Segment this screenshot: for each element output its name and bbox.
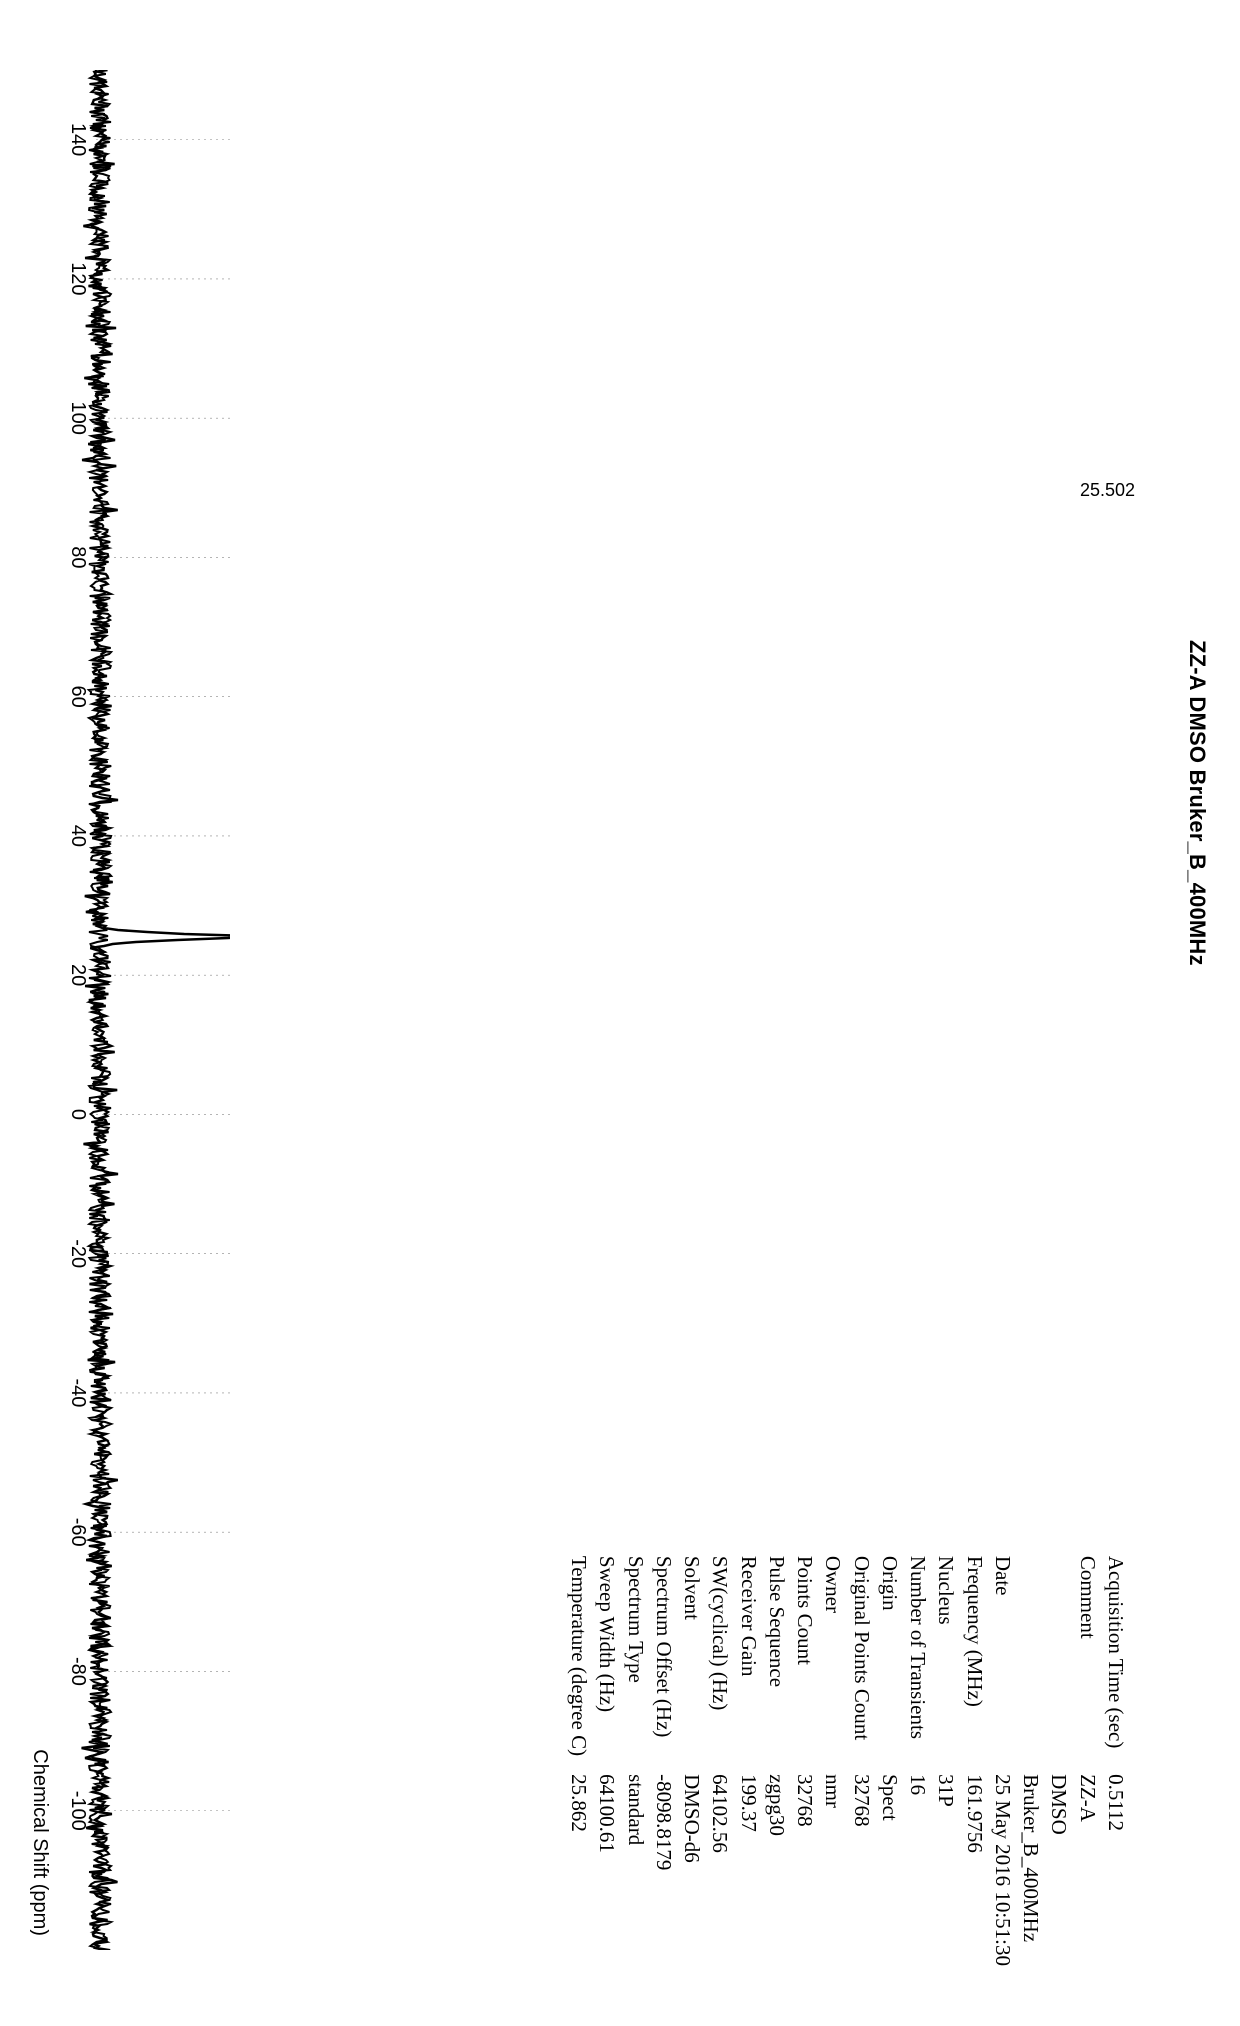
parameter-label: Spectrum Type [622, 1556, 650, 1774]
parameter-row: Temperature (degree C)25.862 [565, 1556, 593, 1966]
parameter-value: Bruker_B_400MHz [1017, 1774, 1045, 1966]
parameter-label: Owner [819, 1556, 847, 1774]
spectrum-svg: 140 120 100 80 60 40 20 0 -20 -40 -60 -80 -100 [60, 70, 230, 1950]
parameter-row: Points Count32768 [791, 1556, 819, 1966]
parameter-label: Comment [1074, 1556, 1102, 1774]
parameter-table: Acquisition Time (sec)0.5112CommentZZ-AD… [565, 1556, 1130, 1966]
axis-tick-label: 140 [67, 123, 89, 156]
parameter-value: 25 May 2016 10:51:30 [989, 1774, 1017, 1966]
parameter-label: Frequency (MHz) [961, 1556, 989, 1774]
axis-tick-label: 120 [67, 262, 89, 295]
parameter-value: 25.862 [565, 1774, 593, 1966]
parameter-row: SW(cyclical) (Hz)64102.56 [706, 1556, 734, 1966]
parameter-value: DMSO [1045, 1774, 1073, 1966]
parameter-label: Nucleus [932, 1556, 960, 1774]
parameter-label: Receiver Gain [735, 1556, 763, 1774]
parameter-row: Acquisition Time (sec)0.5112 [1102, 1556, 1130, 1966]
parameter-value: 31P [932, 1774, 960, 1966]
parameter-value: 64100.61 [593, 1774, 621, 1966]
parameter-value: 32768 [791, 1774, 819, 1966]
parameter-row: Receiver Gain199.37 [735, 1556, 763, 1966]
parameter-label: Points Count [791, 1556, 819, 1774]
parameter-value: nmr [819, 1774, 847, 1966]
parameter-row: Ownernmr [819, 1556, 847, 1966]
parameter-label: Pulse Sequence [763, 1556, 791, 1774]
parameter-value: ZZ-A [1074, 1774, 1102, 1966]
parameter-row: SolventDMSO-d6 [678, 1556, 706, 1966]
parameter-value: 32768 [848, 1774, 876, 1966]
parameter-value: 0.5112 [1102, 1774, 1130, 1966]
parameter-label [1017, 1556, 1045, 1774]
parameter-value: Spect [876, 1774, 904, 1966]
page: ZZ-A DMSO Bruker_B_400MHz 25.502 Acquisi… [0, 0, 1240, 2026]
parameter-row: Bruker_B_400MHz [1017, 1556, 1045, 1966]
parameter-label: Acquisition Time (sec) [1102, 1556, 1130, 1774]
parameter-row: OriginSpect [876, 1556, 904, 1966]
parameter-label: Solvent [678, 1556, 706, 1774]
parameter-row: Date25 May 2016 10:51:30 [989, 1556, 1017, 1966]
parameter-value: 199.37 [735, 1774, 763, 1966]
axis-tick-label: 100 [67, 401, 89, 434]
parameter-value: 64102.56 [706, 1774, 734, 1966]
parameter-value: -8098.8179 [650, 1774, 678, 1966]
spectrum-trace [82, 70, 230, 1950]
parameter-label: Date [989, 1556, 1017, 1774]
parameter-value: DMSO-d6 [678, 1774, 706, 1966]
parameter-label: Number of Transients [904, 1556, 932, 1774]
parameter-label: Temperature (degree C) [565, 1556, 593, 1774]
parameter-label: Original Points Count [848, 1556, 876, 1774]
parameter-row: Frequency (MHz)161.9756 [961, 1556, 989, 1966]
axis-tick-label: 60 [67, 686, 89, 708]
parameter-row: Pulse Sequencezgpg30 [763, 1556, 791, 1966]
rotated-content: ZZ-A DMSO Bruker_B_400MHz 25.502 Acquisi… [0, 0, 1240, 2026]
page-title: ZZ-A DMSO Bruker_B_400MHz [1184, 640, 1210, 966]
axis-tick-label: -20 [67, 1239, 89, 1268]
parameter-row: CommentZZ-A [1074, 1556, 1102, 1966]
axis-tick-label: -80 [67, 1657, 89, 1686]
axis-tick-label: 40 [67, 825, 89, 847]
peak-label: 25.502 [1080, 480, 1135, 501]
axis-title: Chemical Shift (ppm) [28, 1749, 51, 1936]
axis-tick-label: -60 [67, 1518, 89, 1547]
axis-tick-label: 80 [67, 546, 89, 568]
parameter-row: Nucleus31P [932, 1556, 960, 1966]
parameter-label: SW(cyclical) (Hz) [706, 1556, 734, 1774]
parameter-label: Spectrum Offset (Hz) [650, 1556, 678, 1774]
axis-tick-label: 20 [67, 964, 89, 986]
parameter-row: Number of Transients16 [904, 1556, 932, 1966]
parameter-row: Spectrum Typestandard [622, 1556, 650, 1966]
parameter-value: 161.9756 [961, 1774, 989, 1966]
parameter-row: Original Points Count32768 [848, 1556, 876, 1966]
axis-tick-label: 0 [67, 1109, 89, 1120]
parameter-row: Sweep Width (Hz)64100.61 [593, 1556, 621, 1966]
parameter-value: standard [622, 1774, 650, 1966]
parameter-row: DMSO [1045, 1556, 1073, 1966]
axis-tick-label: -40 [67, 1379, 89, 1408]
parameter-value: zgpg30 [763, 1774, 791, 1966]
parameter-value: 16 [904, 1774, 932, 1966]
spectrum-plot: 140 120 100 80 60 40 20 0 -20 -40 -60 -80 -100 [60, 70, 230, 1950]
parameter-row: Spectrum Offset (Hz)-8098.8179 [650, 1556, 678, 1966]
parameter-label: Sweep Width (Hz) [593, 1556, 621, 1774]
axis-tick-label: -100 [67, 1791, 89, 1831]
parameter-table-inner: Acquisition Time (sec)0.5112CommentZZ-AD… [565, 1556, 1130, 1966]
parameter-label: Origin [876, 1556, 904, 1774]
parameter-label [1045, 1556, 1073, 1774]
